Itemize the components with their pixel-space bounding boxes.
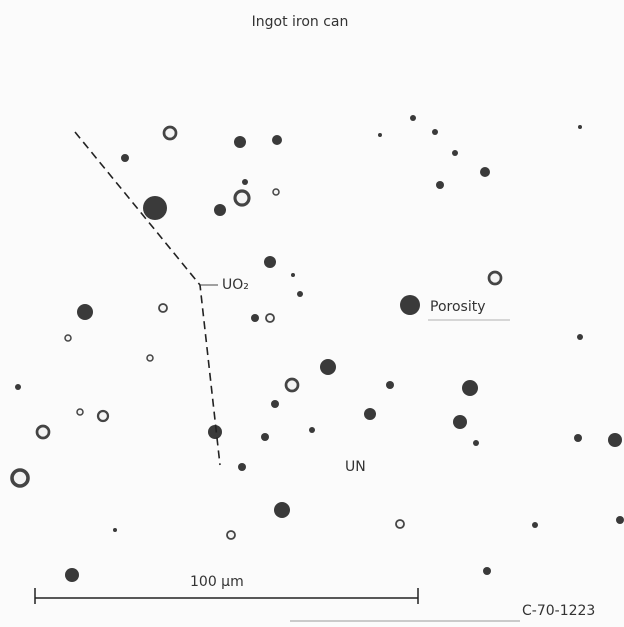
particle	[473, 440, 479, 446]
particle	[274, 502, 290, 518]
particle	[273, 189, 279, 195]
label-scale: 100 μm	[190, 574, 244, 590]
particle	[121, 154, 129, 162]
particle	[12, 470, 28, 486]
particle	[164, 127, 176, 139]
particle	[147, 355, 153, 361]
particle	[251, 314, 259, 322]
particle	[98, 411, 108, 421]
particle	[297, 291, 303, 297]
particle	[432, 129, 438, 135]
label-porosity: Porosity	[430, 299, 485, 315]
particle	[77, 409, 83, 415]
particle	[483, 567, 491, 575]
particle	[238, 463, 246, 471]
particle	[616, 516, 624, 524]
particle	[65, 568, 79, 582]
particle	[452, 150, 458, 156]
particle	[15, 384, 21, 390]
particle	[159, 304, 167, 312]
particle	[309, 427, 315, 433]
label-can: Ingot iron can	[252, 14, 349, 30]
particle	[574, 434, 582, 442]
label-figure-id: C-70-1223	[522, 603, 595, 619]
particle	[378, 133, 382, 137]
label-uo2: UO₂	[222, 277, 249, 293]
particle	[396, 520, 404, 528]
particle	[291, 273, 295, 277]
particle	[386, 381, 394, 389]
particle	[234, 136, 246, 148]
particle	[364, 408, 376, 420]
particle	[143, 196, 167, 220]
particle	[532, 522, 538, 528]
particle	[77, 304, 93, 320]
particle	[480, 167, 490, 177]
micrograph: Ingot iron can UO₂ Porosity UN 100 μm C-…	[0, 0, 624, 627]
particle	[272, 135, 282, 145]
particle	[453, 415, 467, 429]
particle	[37, 426, 49, 438]
particle	[320, 359, 336, 375]
particle	[489, 272, 501, 284]
particle	[227, 531, 235, 539]
particle	[242, 179, 248, 185]
particle	[608, 433, 622, 447]
particle	[261, 433, 269, 441]
particle	[235, 191, 249, 205]
particle	[578, 125, 582, 129]
particle	[65, 335, 71, 341]
particle	[286, 379, 298, 391]
particle	[462, 380, 478, 396]
particle	[577, 334, 583, 340]
particle	[264, 256, 276, 268]
particle	[271, 400, 279, 408]
page: Ingot iron can UO₂ Porosity UN 100 μm C-…	[0, 0, 624, 627]
particle	[214, 204, 226, 216]
particle	[266, 314, 274, 322]
particle	[400, 295, 420, 315]
background	[0, 0, 624, 627]
particle	[113, 528, 117, 532]
particle	[410, 115, 416, 121]
label-un: UN	[345, 459, 366, 475]
particle	[436, 181, 444, 189]
